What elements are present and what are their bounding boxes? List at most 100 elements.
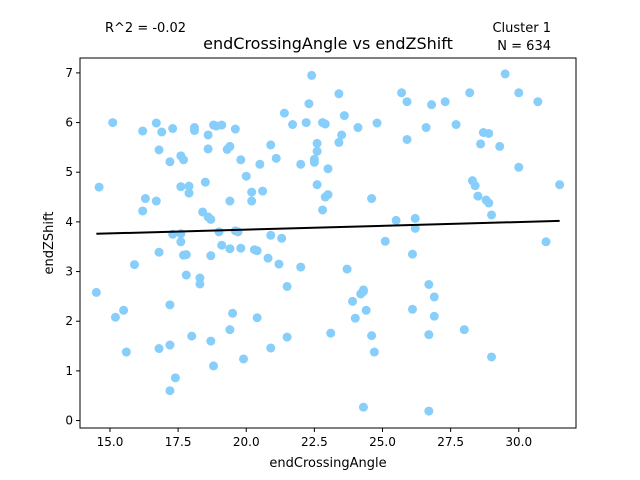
data-point-101 — [334, 89, 344, 99]
data-point-104 — [342, 264, 352, 274]
data-point-4 — [119, 305, 129, 315]
data-point-18 — [165, 300, 175, 310]
y-tick-label: 3 — [65, 265, 73, 279]
data-point-11 — [151, 196, 161, 206]
data-point-83 — [296, 159, 306, 169]
data-point-14 — [154, 247, 164, 257]
data-point-129 — [427, 100, 437, 110]
data-point-58 — [230, 124, 240, 134]
data-point-94 — [320, 119, 330, 129]
data-point-79 — [279, 108, 289, 118]
data-point-149 — [514, 88, 524, 98]
data-point-82 — [288, 120, 298, 130]
y-axis-label: endZShift — [42, 212, 57, 275]
data-point-77 — [274, 259, 284, 269]
cluster-annotation: Cluster 1 — [492, 21, 551, 36]
data-point-85 — [301, 118, 311, 128]
x-axis: 15.0 17.5 20.0 22.5 25.0 27.5 30.0 — [97, 428, 532, 449]
data-point-97 — [323, 190, 333, 200]
data-point-19 — [165, 340, 175, 350]
data-point-150 — [514, 162, 524, 172]
data-point-124 — [410, 213, 420, 223]
x-tick-label: 25.0 — [369, 435, 396, 449]
data-point-34 — [189, 123, 199, 133]
data-point-62 — [236, 155, 246, 165]
data-point-49 — [214, 227, 224, 237]
data-point-69 — [252, 313, 262, 323]
data-point-44 — [206, 251, 216, 261]
data-point-10 — [151, 118, 161, 128]
data-point-29 — [181, 250, 191, 260]
data-point-63 — [239, 354, 249, 364]
data-point-12 — [157, 127, 167, 137]
data-point-71 — [258, 186, 268, 196]
data-point-55 — [225, 196, 235, 206]
data-point-131 — [429, 292, 439, 302]
data-point-70 — [255, 159, 265, 169]
data-point-114 — [367, 331, 377, 341]
data-point-80 — [282, 281, 292, 291]
y-tick-label: 2 — [65, 314, 73, 328]
data-point-119 — [397, 88, 407, 98]
data-point-2 — [108, 118, 118, 128]
data-point-125 — [410, 223, 420, 233]
x-tick-label: 30.0 — [505, 435, 532, 449]
data-point-13 — [154, 145, 164, 155]
y-tick-label: 5 — [65, 165, 73, 179]
data-point-0 — [94, 182, 104, 192]
data-point-73 — [266, 230, 276, 240]
data-point-31 — [184, 181, 194, 191]
regression-layer — [96, 219, 560, 235]
data-point-54 — [225, 244, 235, 254]
x-tick-label: 22.5 — [301, 435, 328, 449]
data-point-140 — [476, 139, 486, 149]
y-tick-label: 0 — [65, 414, 73, 428]
data-point-91 — [312, 146, 322, 156]
data-point-39 — [200, 177, 210, 187]
data-point-9 — [138, 206, 148, 216]
data-point-87 — [307, 70, 317, 80]
points-layer — [91, 69, 565, 416]
y-axis: 0 1 2 3 4 5 6 7 — [65, 66, 80, 428]
data-point-116 — [372, 118, 382, 128]
data-point-145 — [487, 210, 497, 220]
data-point-110 — [358, 285, 368, 295]
data-point-78 — [277, 233, 287, 243]
data-point-118 — [391, 215, 401, 225]
data-point-132 — [429, 311, 439, 321]
data-point-15 — [154, 344, 164, 354]
data-point-144 — [484, 198, 494, 208]
data-point-106 — [350, 313, 360, 323]
data-point-41 — [203, 144, 213, 154]
data-point-74 — [266, 140, 276, 150]
data-point-123 — [407, 304, 417, 314]
data-point-75 — [266, 343, 276, 353]
data-point-122 — [407, 249, 417, 259]
data-point-113 — [367, 194, 377, 204]
data-point-60 — [233, 227, 243, 237]
data-point-81 — [282, 332, 292, 342]
data-point-22 — [165, 386, 175, 396]
data-point-148 — [500, 69, 510, 79]
data-point-89 — [309, 157, 319, 167]
data-point-92 — [312, 180, 322, 190]
data-point-115 — [369, 347, 379, 357]
data-point-153 — [555, 180, 565, 190]
y-tick-label: 1 — [65, 364, 73, 378]
data-point-128 — [424, 279, 434, 289]
data-point-117 — [380, 236, 390, 246]
data-point-17 — [168, 124, 178, 134]
data-point-112 — [358, 402, 368, 412]
data-point-45 — [206, 336, 216, 346]
data-point-21 — [170, 373, 180, 383]
data-point-57 — [228, 308, 238, 318]
data-point-51 — [217, 240, 227, 250]
data-point-103 — [339, 111, 349, 121]
data-point-1 — [91, 287, 101, 297]
data-point-26 — [179, 155, 189, 165]
data-point-27 — [176, 237, 186, 247]
data-point-76 — [271, 153, 281, 163]
x-tick-label: 15.0 — [97, 435, 124, 449]
chart-title: endCrossingAngle vs endZShift — [203, 34, 453, 53]
